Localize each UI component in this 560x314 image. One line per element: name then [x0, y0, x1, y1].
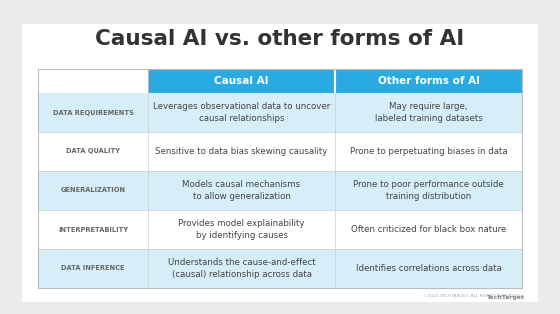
Text: Causal AI vs. other forms of AI: Causal AI vs. other forms of AI — [95, 29, 465, 49]
Text: Understands the cause-and-effect
(causal) relationship across data: Understands the cause-and-effect (causal… — [167, 258, 315, 279]
Text: Models causal mechanisms
to allow generalization: Models causal mechanisms to allow genera… — [183, 180, 301, 201]
Text: ©2024 TECHTARGET. ALL RIGHTS RESERVED.: ©2024 TECHTARGET. ALL RIGHTS RESERVED. — [423, 294, 522, 298]
Bar — [38, 93, 522, 132]
Text: GENERALIZATION: GENERALIZATION — [60, 187, 125, 193]
Text: Leverages observational data to uncover
causal relationships: Leverages observational data to uncover … — [153, 102, 330, 123]
Text: INTERPRETABILITY: INTERPRETABILITY — [58, 226, 128, 232]
Text: Causal AI: Causal AI — [214, 76, 269, 86]
Bar — [38, 210, 522, 249]
Text: DATA REQUIREMENTS: DATA REQUIREMENTS — [53, 110, 133, 116]
Text: Identifies correlations across data: Identifies correlations across data — [356, 264, 501, 273]
Bar — [38, 69, 522, 288]
Text: Often criticized for black box nature: Often criticized for black box nature — [351, 225, 506, 234]
Text: Sensitive to data bias skewing causality: Sensitive to data bias skewing causality — [155, 147, 328, 156]
Bar — [38, 249, 522, 288]
Text: Provides model explainability
by identifying causes: Provides model explainability by identif… — [178, 219, 305, 240]
Text: DATA QUALITY: DATA QUALITY — [66, 149, 120, 154]
Bar — [38, 171, 522, 210]
Text: May require large,
labeled training datasets: May require large, labeled training data… — [375, 102, 482, 123]
Text: DATA INFERENCE: DATA INFERENCE — [61, 266, 125, 272]
Bar — [335, 69, 522, 93]
Text: Prone to poor performance outside
training distribution: Prone to poor performance outside traini… — [353, 180, 504, 201]
Bar — [22, 24, 538, 302]
Text: Other forms of AI: Other forms of AI — [377, 76, 479, 86]
Text: TechTarget: TechTarget — [486, 295, 524, 300]
Bar — [148, 69, 335, 93]
Text: Prone to perpetuating biases in data: Prone to perpetuating biases in data — [349, 147, 507, 156]
Bar — [38, 132, 522, 171]
